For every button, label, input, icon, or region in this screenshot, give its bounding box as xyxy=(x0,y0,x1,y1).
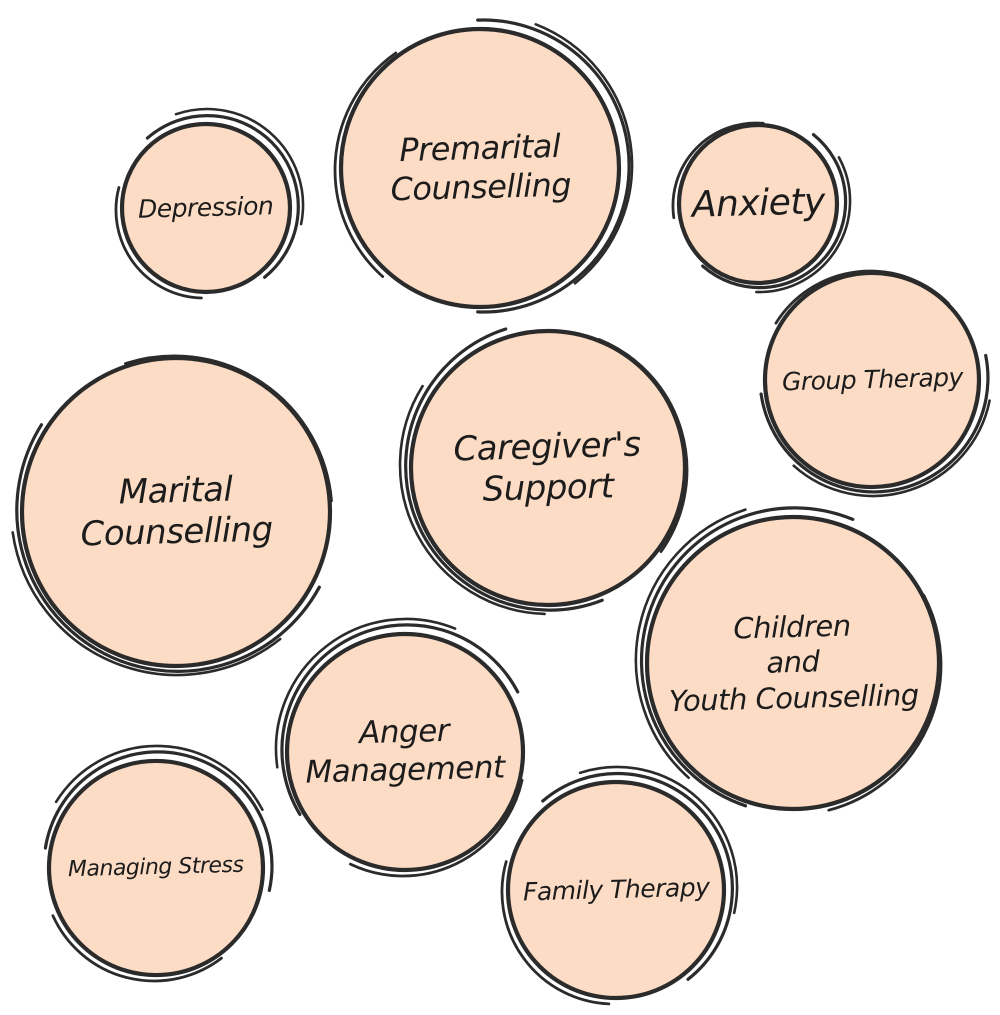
topic-label: Family Therapy xyxy=(522,872,710,907)
topic-managing-stress: Managing Stress xyxy=(43,744,274,983)
topic-label: Managing Stress xyxy=(67,852,245,882)
topic-label: Anxiety xyxy=(691,181,825,226)
ring-stroke xyxy=(792,399,991,498)
topic-label: Premarital Counselling xyxy=(389,126,572,209)
ring-stroke xyxy=(349,778,524,878)
topic-children-youth-counselling: Children and Youth Counselling xyxy=(634,506,943,812)
topic-label: Marital Counselling xyxy=(79,469,274,555)
ring-stroke xyxy=(54,744,264,811)
topic-caregivers-support: Caregiver's Support xyxy=(398,327,689,616)
topic-group-therapy: Group Therapy xyxy=(759,269,991,498)
topic-label: Caregiver's Support xyxy=(453,424,642,510)
topic-anxiety: Anxiety xyxy=(671,121,852,294)
ring-stroke xyxy=(774,269,951,325)
topic-label: Anger Management xyxy=(305,713,506,791)
topic-label: Depression xyxy=(137,190,274,224)
ring-stroke xyxy=(333,51,398,278)
topic-premarital-counselling: Premarital Counselling xyxy=(333,18,634,314)
topic-label: Children and Youth Counselling xyxy=(668,608,920,718)
topic-depression: Depression xyxy=(114,107,305,300)
ring-stroke xyxy=(51,914,223,983)
topic-family-therapy: Family Therapy xyxy=(500,765,739,1006)
topic-marital-counselling: Marital Counselling xyxy=(11,354,333,677)
topic-anger-management: Anger Management xyxy=(274,617,526,878)
topic-label: Group Therapy xyxy=(781,362,963,397)
